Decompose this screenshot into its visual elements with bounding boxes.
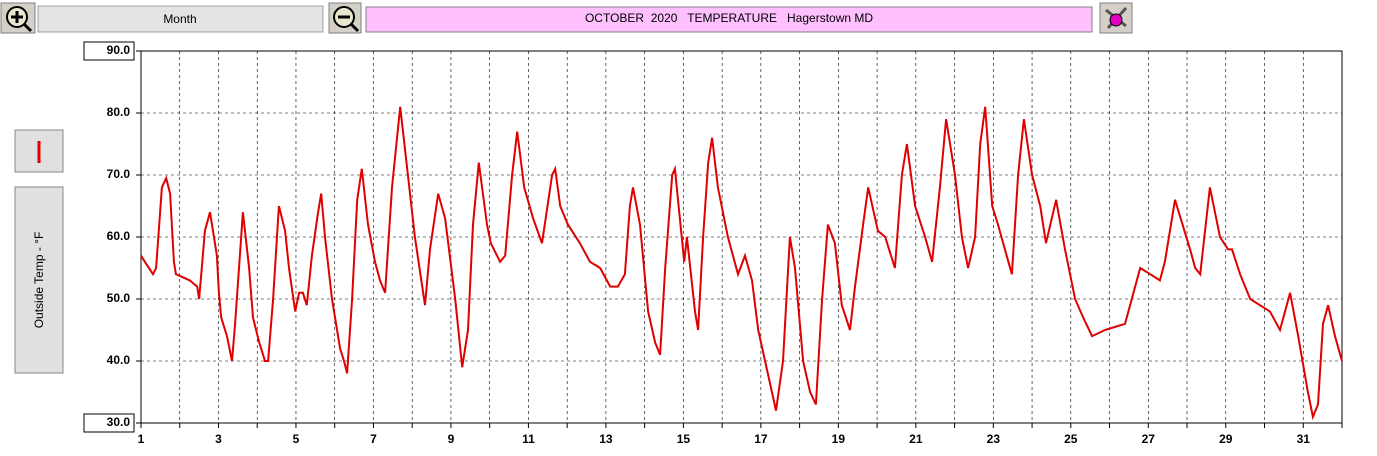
x-tick-label: 3 <box>215 432 222 446</box>
zoom-out-button[interactable] <box>328 2 362 34</box>
data-line <box>140 106 1343 421</box>
legend-label: Outside Temp - °F <box>32 232 46 329</box>
range-button[interactable]: Month <box>37 5 324 33</box>
x-tick-label: 17 <box>754 432 768 446</box>
range-label: Month <box>163 12 196 26</box>
x-tick-label: 19 <box>832 432 846 446</box>
series-button[interactable]: Outside Temp - °F <box>14 186 64 374</box>
x-tick-label: 21 <box>909 432 923 446</box>
x-tick-label: 25 <box>1064 432 1078 446</box>
y-tick-label: 60.0 <box>107 229 131 243</box>
x-tick-label: 31 <box>1297 432 1311 446</box>
x-tick-label: 1 <box>138 432 145 446</box>
x-tick-label: 15 <box>677 432 691 446</box>
y-tick-box <box>83 413 135 433</box>
x-tick-label: 5 <box>293 432 300 446</box>
zoom-in-button[interactable] <box>0 2 36 34</box>
x-tick-label: 13 <box>599 432 613 446</box>
x-tick-label: 11 <box>522 432 535 446</box>
y-tick-label: 30.0 <box>107 415 131 429</box>
x-tick-label: 23 <box>987 432 1001 446</box>
y-tick-box <box>83 41 135 61</box>
print-button[interactable] <box>1099 2 1133 34</box>
title-box <box>365 6 1093 33</box>
x-tick-label: 29 <box>1219 432 1233 446</box>
y-tick-label: 50.0 <box>107 291 131 305</box>
x-tick-label: 27 <box>1142 432 1156 446</box>
y-tick-label: 70.0 <box>107 167 131 181</box>
y-tick-label: 80.0 <box>107 105 131 119</box>
y-tick-label: 40.0 <box>107 353 131 367</box>
chart-title: OCTOBER 2020 TEMPERATURE Hagerstown MD <box>585 11 873 25</box>
x-tick-label: 9 <box>448 432 455 446</box>
x-tick-label: 7 <box>370 432 377 446</box>
legend-button[interactable] <box>14 129 64 173</box>
y-tick-label: 90.0 <box>107 43 131 57</box>
